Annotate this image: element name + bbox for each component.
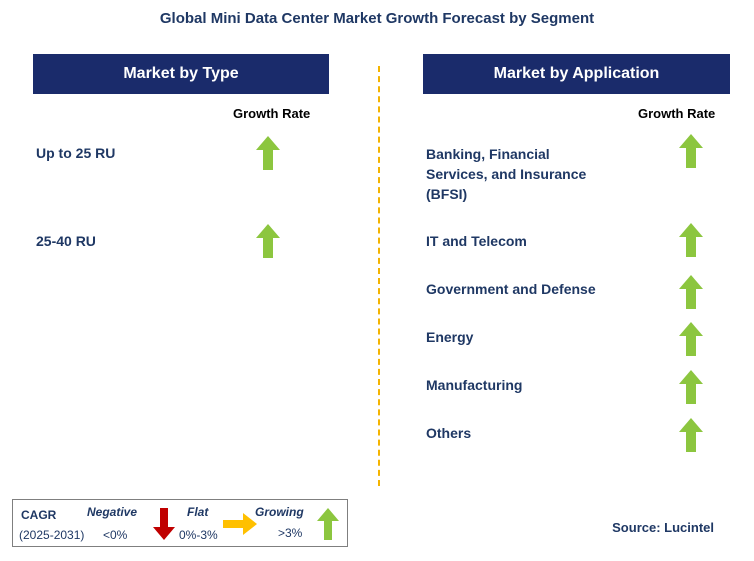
chart-title: Global Mini Data Center Market Growth Fo… [159, 10, 595, 27]
application-row-label-5: Others [426, 425, 472, 441]
legend-flat-label: Flat [187, 505, 209, 519]
growing-arrow-icon [679, 370, 703, 404]
growing-arrow-icon [679, 223, 703, 257]
legend-growing-label: Growing [255, 505, 304, 519]
negative-arrow-icon [153, 508, 175, 540]
type-row-label-1: 25-40 RU [36, 233, 96, 249]
type-growth-rate-label: Growth Rate [233, 106, 311, 121]
flat-arrow-icon [223, 513, 257, 535]
legend-growing-range: >3% [278, 526, 303, 540]
growing-arrow-icon [679, 322, 703, 356]
legend-period: (2025-2031) [19, 528, 85, 542]
legend-cagr-label: CAGR [21, 508, 57, 522]
application-row-label-4: Manufacturing [426, 377, 523, 393]
legend-flat-range: 0%-3% [179, 528, 218, 542]
application-row-label-3: Energy [426, 329, 474, 345]
growing-arrow-icon [679, 418, 703, 452]
growing-arrow-icon [679, 134, 703, 168]
application-row-label-2: Government and Defense [426, 281, 596, 297]
growing-arrow-icon [256, 136, 280, 170]
market-by-type-header: Market by Type [33, 54, 329, 94]
legend-negative-label: Negative [87, 505, 138, 519]
panel-divider [378, 66, 380, 486]
type-row-label-0: Up to 25 RU [36, 145, 116, 161]
application-row-label-1: IT and Telecom [426, 233, 527, 249]
growing-arrow-icon [317, 508, 339, 540]
application-growth-rate-label: Growth Rate [638, 106, 716, 121]
application-row-label-0: Banking, Financial Services, and Insuran… [426, 146, 587, 202]
legend-negative-range: <0% [103, 528, 128, 542]
growing-arrow-icon [679, 275, 703, 309]
source-label: Source: Lucintel [612, 520, 714, 535]
growing-arrow-icon [256, 224, 280, 258]
market-by-application-header: Market by Application [423, 54, 730, 94]
cagr-legend: CAGR (2025-2031) Negative <0% Flat 0%-3%… [12, 499, 348, 547]
